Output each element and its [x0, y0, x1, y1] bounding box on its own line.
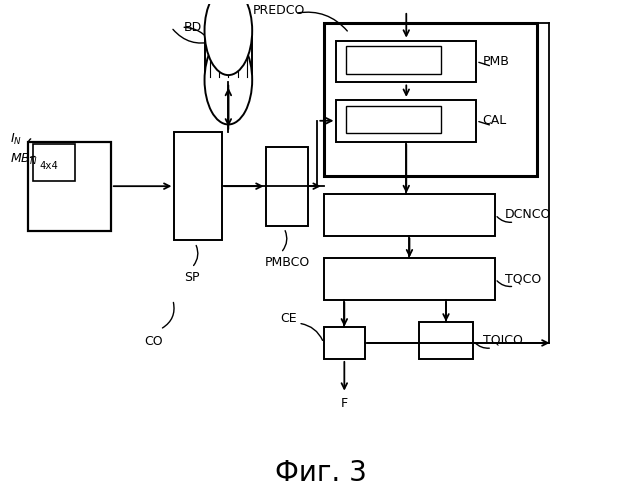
Text: $I_N$: $I_N$: [10, 132, 22, 147]
Bar: [346, 46, 441, 74]
Text: PREDCO: PREDCO: [253, 4, 305, 18]
Text: CAL: CAL: [483, 114, 507, 128]
Text: TQICO: TQICO: [483, 334, 522, 347]
Bar: [324, 24, 537, 176]
Bar: [324, 258, 495, 300]
Bar: [33, 144, 74, 181]
Text: CE: CE: [280, 312, 297, 324]
Text: DCNCO: DCNCO: [504, 208, 551, 221]
Bar: [337, 100, 476, 141]
Bar: [174, 132, 222, 240]
Text: PMBCO: PMBCO: [265, 256, 310, 269]
Text: CO: CO: [144, 335, 163, 348]
Text: SP: SP: [184, 271, 199, 284]
Bar: [337, 40, 476, 82]
Text: F: F: [341, 397, 348, 410]
Text: $MB_N$: $MB_N$: [10, 152, 38, 166]
Bar: [204, 30, 252, 80]
Text: Фиг. 3: Фиг. 3: [274, 458, 367, 486]
Text: BD: BD: [184, 20, 202, 34]
Ellipse shape: [204, 0, 252, 75]
Text: PMB: PMB: [483, 55, 510, 68]
Ellipse shape: [204, 36, 252, 124]
Bar: [324, 194, 495, 235]
Text: 4x4: 4x4: [40, 162, 58, 172]
Bar: [419, 322, 473, 359]
Bar: [28, 142, 111, 231]
Text: TQCO: TQCO: [504, 272, 541, 285]
Bar: [346, 106, 441, 133]
Bar: [267, 146, 308, 226]
Bar: [324, 327, 365, 359]
